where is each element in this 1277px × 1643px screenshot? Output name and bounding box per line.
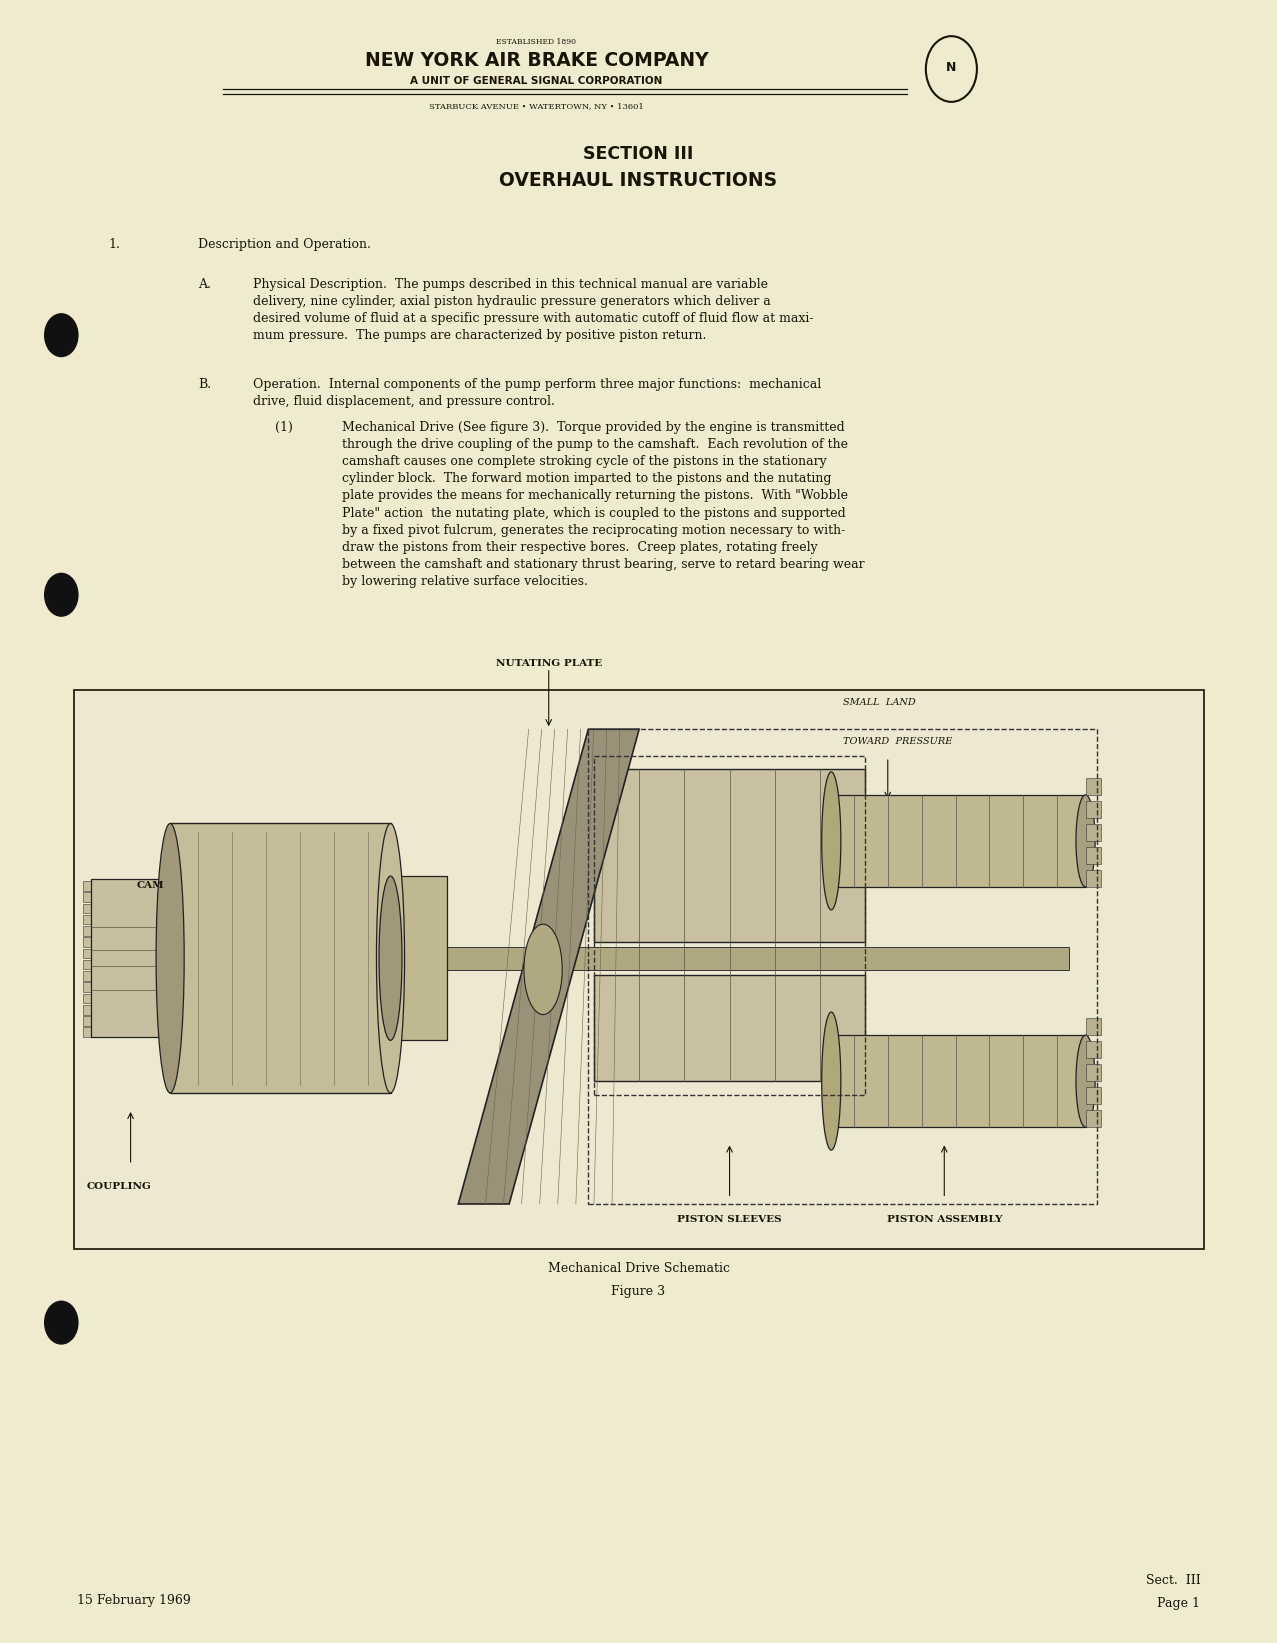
- FancyBboxPatch shape: [1085, 777, 1101, 795]
- FancyBboxPatch shape: [83, 983, 91, 992]
- FancyBboxPatch shape: [83, 948, 91, 958]
- Text: 15 February 1969: 15 February 1969: [77, 1594, 190, 1607]
- Ellipse shape: [377, 823, 405, 1093]
- FancyBboxPatch shape: [1085, 1042, 1101, 1058]
- Ellipse shape: [1077, 1035, 1096, 1127]
- Ellipse shape: [821, 772, 840, 910]
- Text: PISTON SLEEVES: PISTON SLEEVES: [677, 1216, 782, 1224]
- Circle shape: [45, 314, 78, 357]
- Polygon shape: [458, 729, 640, 1204]
- Text: SMALL  LAND: SMALL LAND: [843, 698, 916, 706]
- FancyBboxPatch shape: [1085, 869, 1101, 887]
- Text: (1): (1): [275, 421, 292, 434]
- Text: Page 1: Page 1: [1157, 1597, 1200, 1610]
- FancyBboxPatch shape: [391, 876, 447, 1040]
- FancyBboxPatch shape: [83, 892, 91, 902]
- Text: ESTABLISHED 1890: ESTABLISHED 1890: [497, 38, 576, 46]
- FancyBboxPatch shape: [167, 946, 1069, 969]
- Circle shape: [45, 573, 78, 616]
- Text: Description and Operation.: Description and Operation.: [198, 238, 370, 251]
- Text: N: N: [946, 61, 956, 74]
- FancyBboxPatch shape: [170, 823, 391, 1093]
- FancyBboxPatch shape: [1085, 1111, 1101, 1127]
- FancyBboxPatch shape: [1085, 800, 1101, 818]
- Ellipse shape: [379, 876, 402, 1040]
- FancyBboxPatch shape: [83, 994, 91, 1004]
- Ellipse shape: [524, 923, 562, 1014]
- FancyBboxPatch shape: [831, 1035, 1085, 1127]
- Text: Figure 3: Figure 3: [612, 1285, 665, 1298]
- Text: PISTON ASSEMBLY: PISTON ASSEMBLY: [886, 1216, 1002, 1224]
- Text: Sect.  III: Sect. III: [1145, 1574, 1200, 1587]
- FancyBboxPatch shape: [83, 881, 91, 891]
- Text: Physical Description.  The pumps described in this technical manual are variable: Physical Description. The pumps describe…: [253, 278, 813, 342]
- FancyBboxPatch shape: [83, 915, 91, 925]
- Text: 1.: 1.: [109, 238, 120, 251]
- FancyBboxPatch shape: [1085, 823, 1101, 841]
- Text: B.: B.: [198, 378, 211, 391]
- FancyBboxPatch shape: [83, 960, 91, 969]
- Ellipse shape: [1077, 795, 1096, 887]
- FancyBboxPatch shape: [594, 769, 866, 941]
- Text: OVERHAUL INSTRUCTIONS: OVERHAUL INSTRUCTIONS: [499, 171, 778, 191]
- Text: NUTATING PLATE: NUTATING PLATE: [495, 659, 601, 667]
- FancyBboxPatch shape: [1085, 1065, 1101, 1081]
- FancyBboxPatch shape: [83, 904, 91, 914]
- Ellipse shape: [156, 823, 184, 1093]
- FancyBboxPatch shape: [91, 879, 170, 1037]
- FancyBboxPatch shape: [1085, 846, 1101, 864]
- Text: TOWARD  PRESSURE: TOWARD PRESSURE: [843, 738, 951, 746]
- Text: Operation.  Internal components of the pump perform three major functions:  mech: Operation. Internal components of the pu…: [253, 378, 821, 407]
- FancyBboxPatch shape: [594, 974, 866, 1081]
- Text: NEW YORK AIR BRAKE COMPANY: NEW YORK AIR BRAKE COMPANY: [364, 51, 709, 71]
- FancyBboxPatch shape: [83, 971, 91, 981]
- Text: Mechanical Drive Schematic: Mechanical Drive Schematic: [548, 1262, 729, 1275]
- Circle shape: [45, 1301, 78, 1344]
- FancyBboxPatch shape: [83, 927, 91, 935]
- Text: COUPLING: COUPLING: [87, 1181, 152, 1191]
- FancyBboxPatch shape: [1085, 1088, 1101, 1104]
- FancyBboxPatch shape: [83, 1027, 91, 1037]
- FancyBboxPatch shape: [74, 690, 1204, 1249]
- FancyBboxPatch shape: [831, 795, 1085, 887]
- Text: Mechanical Drive (See figure 3).  Torque provided by the engine is transmitted
t: Mechanical Drive (See figure 3). Torque …: [342, 421, 865, 588]
- Ellipse shape: [821, 1012, 840, 1150]
- FancyBboxPatch shape: [83, 938, 91, 946]
- FancyBboxPatch shape: [83, 1006, 91, 1014]
- Text: CAM: CAM: [137, 881, 165, 891]
- FancyBboxPatch shape: [1085, 1019, 1101, 1035]
- FancyBboxPatch shape: [83, 1017, 91, 1025]
- Text: A.: A.: [198, 278, 211, 291]
- Text: SECTION III: SECTION III: [584, 145, 693, 163]
- Text: A UNIT OF GENERAL SIGNAL CORPORATION: A UNIT OF GENERAL SIGNAL CORPORATION: [410, 76, 663, 85]
- Text: STARBUCK AVENUE • WATERTOWN, NY • 13601: STARBUCK AVENUE • WATERTOWN, NY • 13601: [429, 102, 644, 110]
